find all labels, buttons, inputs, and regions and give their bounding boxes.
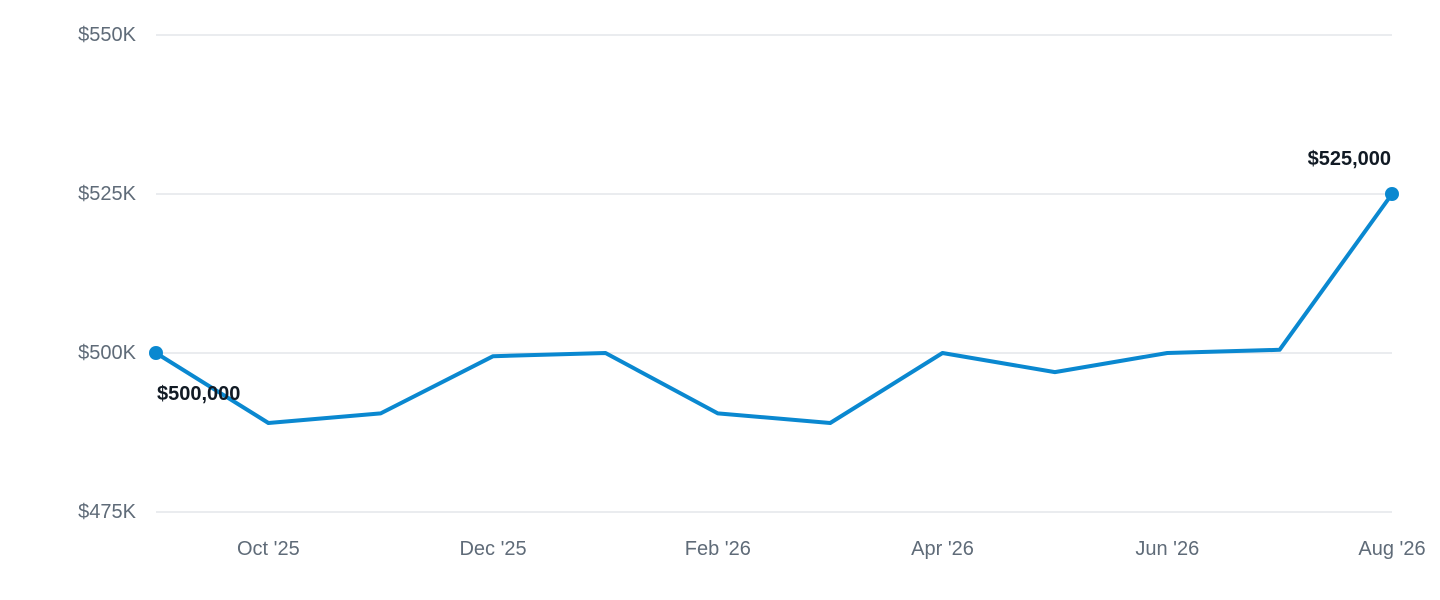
data-point-marker: [1385, 187, 1399, 201]
y-tick-label: $550K: [78, 24, 136, 46]
x-tick-label: Jun '26: [1135, 538, 1199, 560]
x-tick-label: Apr '26: [911, 538, 974, 560]
y-axis: $475K $500K $525K $550K: [78, 24, 136, 523]
series-line: [154, 192, 1394, 425]
y-tick-label: $475K: [78, 501, 136, 523]
data-point-marker: [149, 346, 163, 360]
data-label: $500,000: [157, 383, 240, 405]
series-layer: [149, 187, 1399, 425]
data-label: $525,000: [1308, 148, 1391, 170]
x-tick-label: Aug '26: [1358, 538, 1425, 560]
x-tick-label: Feb '26: [685, 538, 751, 560]
x-tick-label: Oct '25: [237, 538, 300, 560]
y-tick-label: $525K: [78, 183, 136, 205]
x-tick-label: Dec '25: [459, 538, 526, 560]
data-label-layer: $500,000 $525,000: [157, 148, 1391, 405]
y-tick-label: $500K: [78, 342, 136, 364]
x-axis: Oct '25 Dec '25 Feb '26 Apr '26 Jun '26 Aug '…: [237, 538, 1426, 560]
grid-layer: [156, 34, 1392, 513]
